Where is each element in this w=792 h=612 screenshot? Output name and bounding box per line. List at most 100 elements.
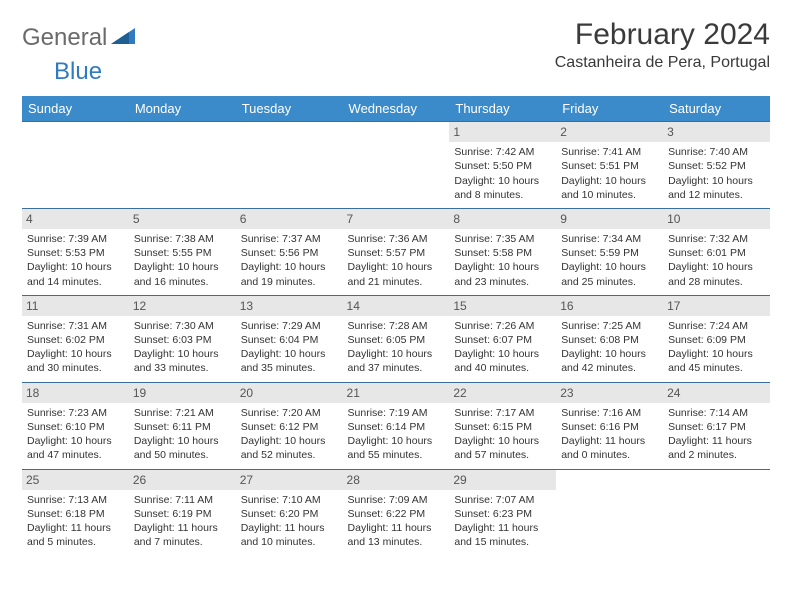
cell-day1: Daylight: 10 hours <box>348 347 445 361</box>
calendar-cell: 26Sunrise: 7:11 AMSunset: 6:19 PMDayligh… <box>129 469 236 555</box>
cell-sunset: Sunset: 6:18 PM <box>27 507 124 521</box>
cell-sunrise: Sunrise: 7:13 AM <box>27 493 124 507</box>
cell-sunrise: Sunrise: 7:09 AM <box>348 493 445 507</box>
cell-day2: and 0 minutes. <box>561 448 658 462</box>
cell-day2: and 12 minutes. <box>668 188 765 202</box>
cell-day2: and 5 minutes. <box>27 535 124 549</box>
cell-day2: and 52 minutes. <box>241 448 338 462</box>
cell-sunset: Sunset: 5:53 PM <box>27 246 124 260</box>
cell-sunrise: Sunrise: 7:40 AM <box>668 145 765 159</box>
day-number: 21 <box>343 383 450 403</box>
calendar-week: 25Sunrise: 7:13 AMSunset: 6:18 PMDayligh… <box>22 469 770 555</box>
cell-sunset: Sunset: 5:58 PM <box>454 246 551 260</box>
cell-day1: Daylight: 10 hours <box>241 347 338 361</box>
calendar-cell: 4Sunrise: 7:39 AMSunset: 5:53 PMDaylight… <box>22 208 129 295</box>
cell-sunset: Sunset: 6:05 PM <box>348 333 445 347</box>
calendar-cell: 24Sunrise: 7:14 AMSunset: 6:17 PMDayligh… <box>663 382 770 469</box>
calendar-cell: . <box>343 122 450 209</box>
calendar-week: 11Sunrise: 7:31 AMSunset: 6:02 PMDayligh… <box>22 295 770 382</box>
day-header: Monday <box>129 96 236 122</box>
cell-day1: Daylight: 10 hours <box>134 347 231 361</box>
cell-sunrise: Sunrise: 7:41 AM <box>561 145 658 159</box>
cell-day2: and 2 minutes. <box>668 448 765 462</box>
cell-sunset: Sunset: 6:12 PM <box>241 420 338 434</box>
cell-day1: Daylight: 10 hours <box>668 347 765 361</box>
day-number: 2 <box>556 122 663 142</box>
day-number: 24 <box>663 383 770 403</box>
cell-day2: and 45 minutes. <box>668 361 765 375</box>
day-number: 1 <box>449 122 556 142</box>
cell-sunrise: Sunrise: 7:29 AM <box>241 319 338 333</box>
cell-sunset: Sunset: 6:08 PM <box>561 333 658 347</box>
calendar-cell: 14Sunrise: 7:28 AMSunset: 6:05 PMDayligh… <box>343 295 450 382</box>
cell-sunrise: Sunrise: 7:16 AM <box>561 406 658 420</box>
calendar-cell: . <box>22 122 129 209</box>
calendar-cell: 27Sunrise: 7:10 AMSunset: 6:20 PMDayligh… <box>236 469 343 555</box>
cell-day2: and 10 minutes. <box>241 535 338 549</box>
cell-sunset: Sunset: 6:20 PM <box>241 507 338 521</box>
calendar-cell: 12Sunrise: 7:30 AMSunset: 6:03 PMDayligh… <box>129 295 236 382</box>
cell-sunset: Sunset: 6:22 PM <box>348 507 445 521</box>
day-number: 18 <box>22 383 129 403</box>
calendar-cell: 20Sunrise: 7:20 AMSunset: 6:12 PMDayligh… <box>236 382 343 469</box>
cell-day2: and 30 minutes. <box>27 361 124 375</box>
day-number: 11 <box>22 296 129 316</box>
cell-day2: and 57 minutes. <box>454 448 551 462</box>
calendar-cell: 22Sunrise: 7:17 AMSunset: 6:15 PMDayligh… <box>449 382 556 469</box>
month-title: February 2024 <box>555 18 770 52</box>
cell-day2: and 8 minutes. <box>454 188 551 202</box>
cell-day2: and 16 minutes. <box>134 275 231 289</box>
cell-day1: Daylight: 10 hours <box>27 434 124 448</box>
day-number: 15 <box>449 296 556 316</box>
cell-day1: Daylight: 10 hours <box>454 174 551 188</box>
calendar-cell: 8Sunrise: 7:35 AMSunset: 5:58 PMDaylight… <box>449 208 556 295</box>
title-block: February 2024 Castanheira de Pera, Portu… <box>555 18 770 72</box>
cell-day2: and 23 minutes. <box>454 275 551 289</box>
day-number: 5 <box>129 209 236 229</box>
calendar-cell: . <box>556 469 663 555</box>
day-number: 19 <box>129 383 236 403</box>
day-number: 9 <box>556 209 663 229</box>
cell-sunset: Sunset: 5:59 PM <box>561 246 658 260</box>
cell-day1: Daylight: 10 hours <box>134 260 231 274</box>
cell-day2: and 19 minutes. <box>241 275 338 289</box>
cell-sunrise: Sunrise: 7:19 AM <box>348 406 445 420</box>
cell-day2: and 50 minutes. <box>134 448 231 462</box>
calendar-cell: 6Sunrise: 7:37 AMSunset: 5:56 PMDaylight… <box>236 208 343 295</box>
cell-day1: Daylight: 10 hours <box>348 260 445 274</box>
cell-sunrise: Sunrise: 7:10 AM <box>241 493 338 507</box>
cell-sunrise: Sunrise: 7:30 AM <box>134 319 231 333</box>
cell-sunrise: Sunrise: 7:11 AM <box>134 493 231 507</box>
cell-sunset: Sunset: 6:04 PM <box>241 333 338 347</box>
cell-sunset: Sunset: 5:52 PM <box>668 159 765 173</box>
cell-day2: and 25 minutes. <box>561 275 658 289</box>
cell-sunrise: Sunrise: 7:28 AM <box>348 319 445 333</box>
calendar-cell: 1Sunrise: 7:42 AMSunset: 5:50 PMDaylight… <box>449 122 556 209</box>
cell-sunrise: Sunrise: 7:17 AM <box>454 406 551 420</box>
logo-text-blue: Blue <box>54 58 102 86</box>
day-number: 23 <box>556 383 663 403</box>
day-header: Saturday <box>663 96 770 122</box>
cell-sunset: Sunset: 6:03 PM <box>134 333 231 347</box>
calendar-cell: 10Sunrise: 7:32 AMSunset: 6:01 PMDayligh… <box>663 208 770 295</box>
cell-day1: Daylight: 11 hours <box>134 521 231 535</box>
cell-sunset: Sunset: 6:10 PM <box>27 420 124 434</box>
calendar-cell: 5Sunrise: 7:38 AMSunset: 5:55 PMDaylight… <box>129 208 236 295</box>
cell-day1: Daylight: 10 hours <box>668 174 765 188</box>
cell-day2: and 13 minutes. <box>348 535 445 549</box>
cell-sunrise: Sunrise: 7:24 AM <box>668 319 765 333</box>
cell-sunrise: Sunrise: 7:38 AM <box>134 232 231 246</box>
day-header: Thursday <box>449 96 556 122</box>
cell-day1: Daylight: 10 hours <box>134 434 231 448</box>
cell-day1: Daylight: 10 hours <box>241 434 338 448</box>
cell-sunrise: Sunrise: 7:39 AM <box>27 232 124 246</box>
cell-sunrise: Sunrise: 7:14 AM <box>668 406 765 420</box>
day-number: 26 <box>129 470 236 490</box>
day-number: 4 <box>22 209 129 229</box>
day-header: Sunday <box>22 96 129 122</box>
cell-day1: Daylight: 11 hours <box>27 521 124 535</box>
cell-day2: and 28 minutes. <box>668 275 765 289</box>
calendar-cell: 23Sunrise: 7:16 AMSunset: 6:16 PMDayligh… <box>556 382 663 469</box>
location: Castanheira de Pera, Portugal <box>555 54 770 72</box>
cell-sunset: Sunset: 5:51 PM <box>561 159 658 173</box>
